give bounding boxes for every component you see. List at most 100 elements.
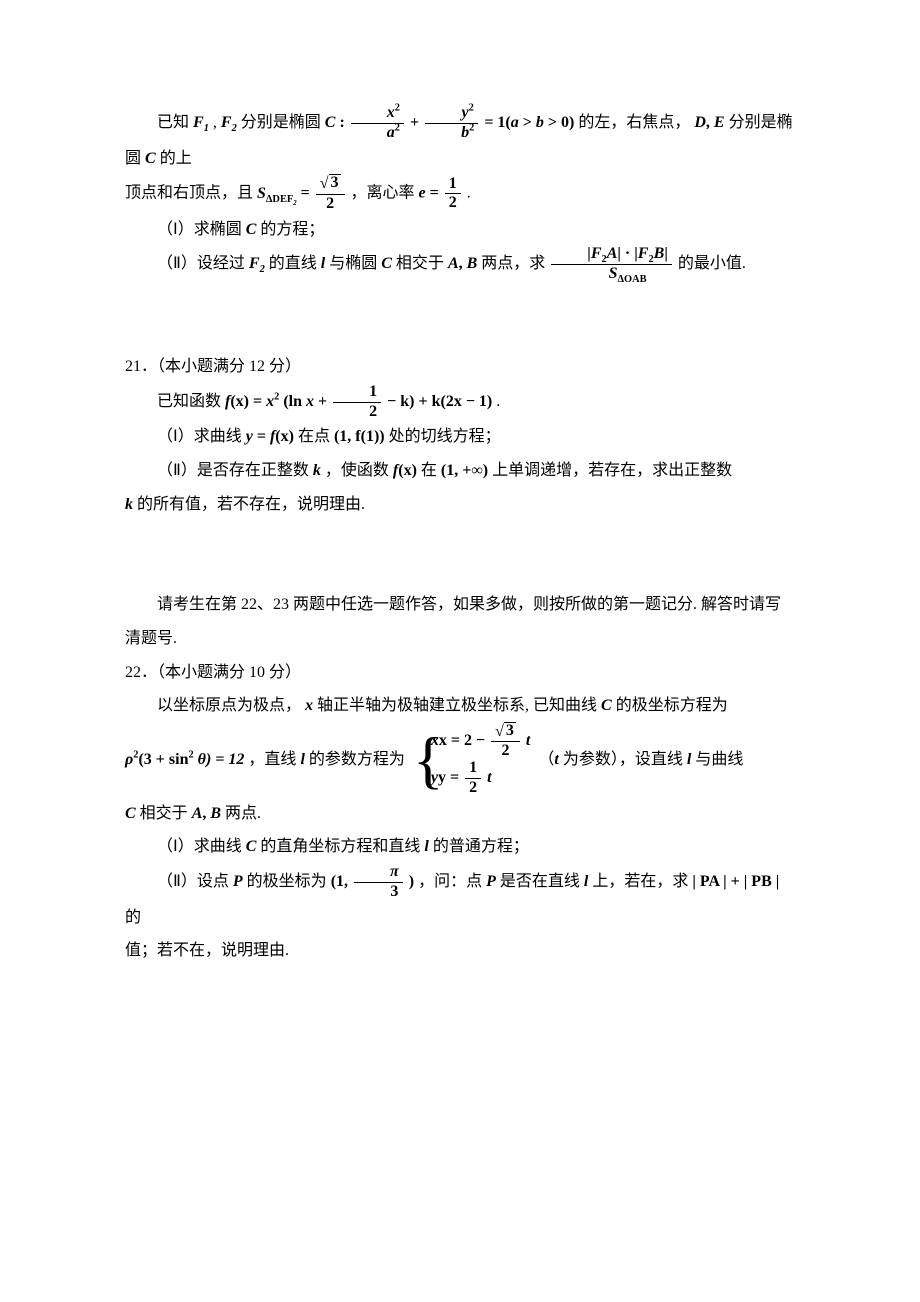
p21-part-i: （Ⅰ）求曲线 y = f(x) 在点 (1, f(1)) 处的切线方程；: [125, 420, 795, 454]
F: F: [591, 245, 602, 262]
sqrt-icon: 3: [495, 723, 516, 741]
l: l: [584, 873, 588, 890]
text: 的参数方程为: [309, 750, 409, 767]
sym-l: l: [321, 255, 325, 272]
p22-part-ii-2: 值；若不在，说明理由.: [125, 934, 795, 968]
den-b: b: [461, 124, 469, 141]
sym-F: F: [249, 255, 260, 272]
t: t: [487, 769, 491, 786]
p20-part-ii: （Ⅱ）设经过 F2 的直线 l 与椭圆 C 相交于 A, B 两点，求 |F2A…: [125, 246, 795, 283]
p22-head: 22．（本小题满分 10 分）: [125, 656, 795, 690]
t: t: [526, 732, 530, 749]
text: 的普通方程；: [433, 838, 529, 855]
plus: +: [410, 114, 423, 131]
a: a: [511, 114, 519, 131]
text: 上单调递增，若存在，求出正整数: [492, 462, 732, 479]
frac-half: 1 2: [333, 384, 381, 421]
text: 轴正半轴为极轴建立极坐标系, 已知曲线: [317, 697, 601, 714]
C: C: [125, 805, 136, 822]
eq1: = 1(: [484, 114, 510, 131]
num: 1: [445, 176, 461, 194]
b: b: [536, 114, 544, 131]
text: 为参数），设直线: [559, 750, 687, 767]
den: 3: [354, 882, 403, 901]
piecewise: { xx = 2 − 3 2 t yy = 1 2 t: [413, 723, 530, 797]
den-a: a: [387, 124, 395, 141]
sym-B: B: [467, 255, 478, 272]
period: .: [467, 185, 471, 202]
den-sup: 2: [469, 122, 474, 133]
abs-expr: | PA | + | PB |: [692, 873, 779, 890]
rho: ρ: [125, 750, 133, 767]
frac-ratio: |F2A| · |F2B| SΔOAB: [551, 246, 672, 283]
sym-F: F: [221, 114, 232, 131]
k: k: [313, 462, 321, 479]
sym-S: S: [257, 185, 266, 202]
paren: (x): [398, 462, 417, 479]
p21-part-ii-2: k 的所有值，若不存在，说明理由.: [125, 488, 795, 522]
math-F2: F2: [249, 255, 269, 272]
den: 2: [491, 741, 520, 760]
colon: :: [339, 114, 348, 131]
text: 顶点和右顶点，且: [125, 185, 257, 202]
P: P: [233, 873, 243, 890]
comma: ,: [706, 114, 714, 131]
text: ，问：点: [418, 873, 486, 890]
p22-line2: ρ2(3 + sin2 θ) = 12 ，直线 l 的参数方程为 { xx = …: [125, 723, 795, 797]
text: ，使函数: [325, 462, 393, 479]
text: 上，若在，求: [592, 873, 692, 890]
lp: (1,: [331, 873, 352, 890]
den: 2: [445, 193, 461, 212]
sym-D: D: [694, 114, 706, 131]
l: l: [687, 750, 691, 767]
rp: ): [409, 873, 414, 890]
gt1: >: [519, 114, 536, 131]
text: 的方程；: [260, 221, 324, 238]
sym-C: C: [325, 114, 336, 131]
frac-x2a2: x2 a2: [351, 105, 404, 142]
C: C: [601, 697, 612, 714]
text: （Ⅰ）求椭圆: [157, 221, 246, 238]
num-sup: 2: [395, 103, 400, 114]
text: 两点，求: [481, 255, 549, 272]
l: l: [424, 838, 428, 855]
x: x: [305, 697, 313, 714]
paren: (x): [230, 393, 249, 410]
frac-pi3: π 3: [354, 864, 403, 901]
brace-icon: {: [413, 728, 444, 792]
num-x: x: [387, 104, 395, 121]
text: 处的切线方程；: [389, 428, 501, 445]
text: （Ⅱ）是否存在正整数: [157, 462, 313, 479]
sym-e: e: [419, 185, 426, 202]
C: C: [246, 838, 257, 855]
text: 分别是椭圆: [241, 114, 325, 131]
B: B: [654, 245, 665, 262]
text: （Ⅱ）设点: [157, 873, 233, 890]
text: 已知: [157, 114, 193, 131]
interval: (1, +∞): [441, 462, 488, 479]
plus-k: + k(2x − 1): [418, 393, 492, 410]
S: S: [609, 265, 618, 282]
sym-C: C: [381, 255, 392, 272]
sub-def: ΔDEF: [266, 194, 293, 205]
num: 1: [333, 384, 381, 402]
period: .: [496, 393, 500, 410]
math-S-DEF2: SΔDEF2: [257, 185, 301, 202]
den: 2: [333, 402, 381, 421]
frac-sqrt3-2: 3 2: [491, 723, 520, 761]
rad: 3: [504, 722, 516, 740]
text: 与椭圆: [329, 255, 381, 272]
selection-note: 请考生在第 22、23 两题中任选一题作答，如果多做，则按所做的第一题记分. 解…: [125, 588, 795, 655]
sym-F: F: [193, 114, 204, 131]
p21-part-ii: （Ⅱ）是否存在正整数 k ，使函数 f(x) 在 (1, +∞) 上单调递增，若…: [125, 454, 795, 488]
eq: =: [301, 185, 314, 202]
num-sup: 2: [469, 103, 474, 114]
pi: π: [354, 864, 403, 882]
p21-head: 21．（本小题满分 12 分）: [125, 350, 795, 384]
A: A: [192, 805, 203, 822]
sub: 2: [232, 123, 237, 134]
x: x: [266, 393, 274, 410]
theta-eq: θ) = 12: [194, 750, 245, 767]
plus: +: [318, 393, 331, 410]
P: P: [486, 873, 496, 890]
